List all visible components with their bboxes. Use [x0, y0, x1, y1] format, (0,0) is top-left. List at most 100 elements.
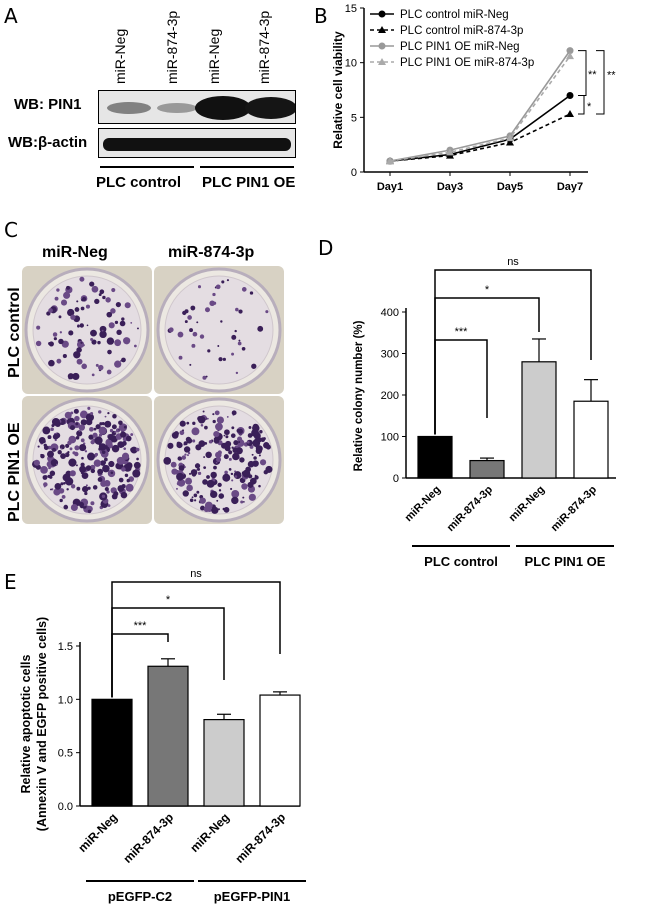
- colony: [104, 415, 107, 418]
- colony: [35, 464, 41, 470]
- colony: [47, 474, 51, 478]
- colony: [59, 331, 62, 334]
- colony: [197, 471, 202, 476]
- colony: [94, 452, 99, 457]
- colony: [231, 410, 237, 416]
- colony: [114, 431, 117, 434]
- colony: [92, 485, 98, 490]
- colony: [116, 456, 125, 465]
- colony: [206, 417, 209, 420]
- colony: [171, 468, 178, 475]
- colony: [61, 494, 66, 499]
- colony: [137, 327, 139, 330]
- colony: [107, 504, 111, 507]
- colony: [212, 301, 217, 305]
- lane-label-4: miR-874-3p: [256, 10, 272, 84]
- x-tick-label: miR-874-3p: [549, 483, 600, 534]
- colony: [203, 466, 207, 470]
- colony-dish-oe-874: [154, 396, 284, 524]
- colony: [247, 433, 253, 438]
- colony: [90, 501, 95, 506]
- colony: [225, 435, 229, 439]
- colony: [98, 410, 102, 414]
- colony: [120, 431, 127, 438]
- colony: [87, 452, 95, 461]
- colony: [59, 489, 64, 494]
- blot-pin1: [98, 90, 296, 124]
- colony: [99, 422, 103, 426]
- data-point: [386, 157, 394, 165]
- colony: [67, 451, 70, 454]
- colony: [106, 337, 115, 345]
- colony: [210, 490, 218, 499]
- colony: [191, 496, 194, 499]
- colony: [110, 435, 117, 442]
- colony: [85, 413, 94, 422]
- colony: [90, 468, 96, 474]
- sig-label: *: [587, 101, 592, 113]
- chart-e-apoptotic-cells: Relative apoptotic cells (Annexin V and E…: [19, 568, 306, 904]
- colony: [94, 436, 103, 445]
- data-point: [506, 134, 514, 142]
- colony: [215, 461, 218, 464]
- colony: [213, 430, 220, 438]
- colony: [188, 472, 192, 475]
- colony: [43, 485, 46, 488]
- colony: [76, 358, 83, 365]
- panel-letter-d: D: [318, 236, 334, 260]
- colony-dish-control-874: [154, 266, 284, 394]
- colony: [111, 493, 118, 500]
- x-tick-label: miR-874-3p: [120, 810, 176, 866]
- colony: [34, 460, 40, 466]
- colony-col-label-1: miR-Neg: [42, 244, 108, 261]
- bar: [521, 361, 557, 479]
- data-point: [506, 138, 514, 146]
- group-label: pEGFP-PIN1: [214, 889, 291, 904]
- x-tick-label: miR-874-3p: [445, 483, 496, 534]
- colony: [93, 459, 102, 467]
- colony: [37, 445, 40, 448]
- colony: [231, 334, 237, 340]
- colony: [186, 484, 193, 492]
- colony: [58, 338, 64, 345]
- colony: [43, 482, 48, 487]
- colony: [241, 287, 247, 292]
- colony: [176, 442, 183, 449]
- colony: [126, 478, 131, 483]
- colony: [191, 472, 197, 477]
- colony: [110, 308, 116, 314]
- y-tick-label: 0: [351, 167, 357, 179]
- colony: [59, 498, 63, 503]
- dish-well: [32, 275, 142, 385]
- colony: [85, 304, 91, 309]
- colony: [237, 341, 242, 346]
- colony: [231, 496, 239, 505]
- colony: [199, 497, 206, 504]
- legend-label: PLC PIN1 OE miR-874-3p: [400, 57, 534, 69]
- colony: [202, 479, 208, 485]
- group-line-plc-control: [100, 166, 194, 168]
- colony: [124, 302, 131, 309]
- colony: [98, 426, 107, 435]
- colony: [194, 463, 201, 469]
- colony: [111, 424, 117, 430]
- colony: [179, 420, 186, 427]
- colony: [94, 298, 100, 305]
- colony: [86, 324, 89, 327]
- colony: [222, 473, 231, 482]
- colony: [237, 428, 244, 434]
- colony: [176, 487, 178, 490]
- colony: [70, 484, 76, 489]
- lane-label-3: miR-Neg: [206, 28, 222, 84]
- colony: [116, 329, 122, 336]
- colony: [189, 328, 194, 333]
- colony: [191, 343, 196, 348]
- colony: [97, 340, 101, 345]
- colony: [108, 322, 115, 329]
- y-tick-label: 0.0: [58, 801, 73, 813]
- colony: [121, 444, 125, 448]
- colony: [216, 416, 224, 424]
- colony: [183, 441, 188, 446]
- legend-label: PLC control miR-Neg: [400, 9, 509, 21]
- colony: [104, 420, 112, 428]
